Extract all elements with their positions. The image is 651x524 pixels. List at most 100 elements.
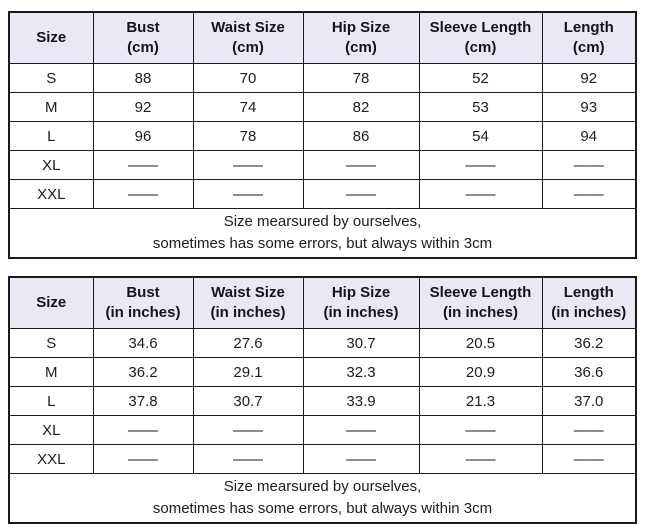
- column-header-bust: Bust (in inches): [92, 276, 194, 329]
- column-header-length: Length (cm): [541, 11, 637, 64]
- value-cell: ——: [418, 444, 543, 474]
- value-cell: 54: [418, 121, 543, 151]
- measurement-note: Size mearsured by ourselves, sometimes h…: [8, 208, 637, 259]
- value-cell: ——: [92, 179, 194, 209]
- value-cell: 82: [302, 92, 420, 122]
- value-cell: 78: [192, 121, 304, 151]
- size-label-cell: XXL: [8, 444, 94, 474]
- size-label-cell: L: [8, 121, 94, 151]
- value-cell: ——: [92, 150, 194, 180]
- value-cell: 32.3: [302, 357, 420, 387]
- value-cell: 94: [541, 121, 637, 151]
- column-header-hip: Hip Size (cm): [302, 11, 420, 64]
- value-cell: 92: [541, 63, 637, 93]
- column-title: Hip Size: [331, 19, 391, 37]
- table-footer-inches: Size mearsured by ourselves, sometimes h…: [8, 473, 637, 524]
- column-title: Size: [36, 294, 67, 312]
- value-cell: 33.9: [302, 386, 420, 416]
- column-title: Length: [563, 19, 614, 37]
- size-label-cell: S: [8, 328, 94, 358]
- value-cell: 86: [302, 121, 420, 151]
- value-cell: ——: [302, 444, 420, 474]
- column-unit: (cm): [572, 39, 605, 56]
- size-label-cell: XL: [8, 150, 94, 180]
- value-cell: ——: [541, 444, 637, 474]
- value-cell: ——: [192, 179, 304, 209]
- value-cell: 36.6: [541, 357, 637, 387]
- value-cell: ——: [302, 150, 420, 180]
- column-unit: (in inches): [323, 304, 399, 321]
- column-title: Bust: [126, 284, 160, 302]
- value-cell: ——: [418, 179, 543, 209]
- value-cell: ——: [541, 179, 637, 209]
- note-row: Size mearsured by ourselves, sometimes h…: [8, 473, 637, 524]
- value-cell: ——: [418, 415, 543, 445]
- column-unit: (in inches): [105, 304, 181, 321]
- value-cell: 34.6: [92, 328, 194, 358]
- column-unit: (cm): [232, 39, 264, 56]
- size-row: XXL —— —— —— —— ——: [8, 444, 637, 474]
- column-header-waist: Waist Size (in inches): [192, 276, 304, 329]
- column-unit: (in inches): [442, 304, 518, 321]
- value-cell: 20.9: [418, 357, 543, 387]
- size-row: S 88 70 78 52 92: [8, 63, 637, 93]
- column-header-length: Length (in inches): [541, 276, 637, 329]
- column-title: Length: [563, 284, 614, 302]
- table-header-inches: Size Bust (in inches) Waist Size (in inc…: [8, 276, 637, 329]
- value-cell: 74: [192, 92, 304, 122]
- size-table-cm: Size Bust (cm) Waist Size (cm) Hip Size …: [8, 11, 637, 259]
- note-line: sometimes has some errors, but always wi…: [152, 500, 493, 517]
- column-unit: (cm): [127, 39, 159, 56]
- value-cell: 88: [92, 63, 194, 93]
- size-row: M 92 74 82 53 93: [8, 92, 637, 122]
- column-header-sleeve: Sleeve Length (in inches): [418, 276, 543, 329]
- table-header-cm: Size Bust (cm) Waist Size (cm) Hip Size …: [8, 11, 637, 64]
- size-label-cell: M: [8, 357, 94, 387]
- value-cell: ——: [302, 179, 420, 209]
- value-cell: 93: [541, 92, 637, 122]
- column-header-bust: Bust (cm): [92, 11, 194, 64]
- value-cell: 92: [92, 92, 194, 122]
- value-cell: 36.2: [92, 357, 194, 387]
- column-unit: (cm): [464, 39, 497, 56]
- column-unit: (cm): [345, 39, 377, 56]
- value-cell: ——: [192, 444, 304, 474]
- table-body-cm: S 88 70 78 52 92 M 92 74 82 53 93 L 96 78 86 54 94 XL —— —— —…: [8, 63, 637, 209]
- size-label-cell: XXL: [8, 179, 94, 209]
- column-title: Sleeve Length: [429, 284, 532, 302]
- column-header-size: Size: [8, 11, 94, 64]
- size-row: S 34.6 27.6 30.7 20.5 36.2: [8, 328, 637, 358]
- value-cell: 30.7: [192, 386, 304, 416]
- value-cell: 37.0: [541, 386, 637, 416]
- value-cell: 37.8: [92, 386, 194, 416]
- size-row: M 36.2 29.1 32.3 20.9 36.6: [8, 357, 637, 387]
- value-cell: 36.2: [541, 328, 637, 358]
- column-title: Size: [36, 29, 67, 47]
- size-label-cell: L: [8, 386, 94, 416]
- value-cell: ——: [192, 415, 304, 445]
- value-cell: 70: [192, 63, 304, 93]
- value-cell: ——: [541, 150, 637, 180]
- column-title: Hip Size: [331, 284, 391, 302]
- note-line: Size mearsured by ourselves,: [223, 213, 422, 231]
- measurement-note: Size mearsured by ourselves, sometimes h…: [8, 473, 637, 524]
- value-cell: 21.3: [418, 386, 543, 416]
- value-cell: ——: [418, 150, 543, 180]
- value-cell: 53: [418, 92, 543, 122]
- column-header-hip: Hip Size (in inches): [302, 276, 420, 329]
- value-cell: ——: [541, 415, 637, 445]
- size-row: XL —— —— —— —— ——: [8, 415, 637, 445]
- note-row: Size mearsured by ourselves, sometimes h…: [8, 208, 637, 259]
- column-header-sleeve: Sleeve Length (cm): [418, 11, 543, 64]
- table-body-inches: S 34.6 27.6 30.7 20.5 36.2 M 36.2 29.1 32.3 20.9 36…: [8, 328, 637, 474]
- size-label-cell: M: [8, 92, 94, 122]
- value-cell: 78: [302, 63, 420, 93]
- size-label-cell: XL: [8, 415, 94, 445]
- size-row: XXL —— —— —— —— ——: [8, 179, 637, 209]
- note-line: Size mearsured by ourselves,: [223, 478, 422, 496]
- table-footer-cm: Size mearsured by ourselves, sometimes h…: [8, 208, 637, 259]
- size-row: L 96 78 86 54 94: [8, 121, 637, 151]
- value-cell: ——: [92, 444, 194, 474]
- size-table-inches: Size Bust (in inches) Waist Size (in inc…: [8, 276, 637, 524]
